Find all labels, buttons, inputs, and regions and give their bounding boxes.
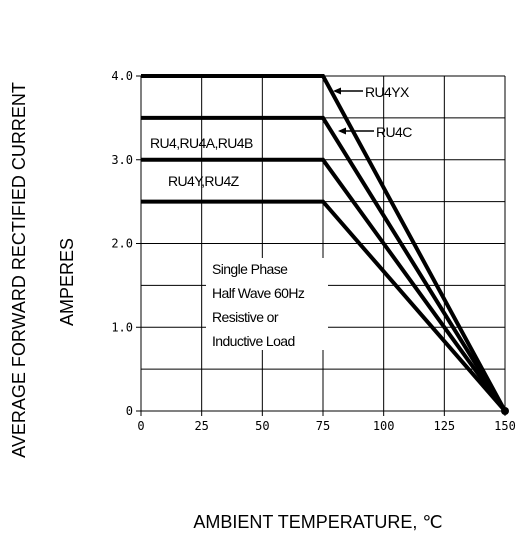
series-line-4 [141,199,507,413]
note-line-1: Single Phase [212,261,288,277]
grid [136,75,506,416]
x-tick-label: 0 [137,419,144,433]
y-tick-label: 1.0 [111,320,133,334]
leader-arrow-head [333,87,341,95]
note-line-4: Inductive Load [212,333,295,349]
series-label-ru4y-ru4z: RU4Y,RU4Z [168,173,240,189]
y-tick-label: 2.0 [111,237,133,251]
tick-labels: 0 25 50 75 100 125 150 0 1.0 2.0 3.0 4.0 [111,69,516,433]
x-tick-label: 125 [433,419,455,433]
series-label-ru4yx: RU4YX [365,84,410,100]
series-label-ru4-ru4a-ru4b: RU4,RU4A,RU4B [150,135,253,151]
y-tick-label: 0 [126,404,133,418]
y-tick-label: 4.0 [111,69,133,83]
series-label-ru4c: RU4C [376,124,412,140]
series-line-2 [141,115,507,413]
y-tick-label: 3.0 [111,153,133,167]
y-axis-label-line2: AMPERES [57,238,77,326]
series-line-3 [141,157,507,413]
convergence-point [501,407,509,415]
note-line-2: Half Wave 60Hz [212,285,305,301]
note-line-3: Resistive or [212,309,279,325]
series-lines [141,74,509,415]
x-tick-label: 25 [194,419,208,433]
x-tick-label: 50 [255,419,269,433]
series-line-1 [141,74,507,412]
x-tick-label: 150 [494,419,516,433]
x-tick-label: 75 [316,419,330,433]
x-tick-label: 100 [373,419,395,433]
note-box-background [206,258,328,350]
y-axis-label-line1: AVERAGE FORWARD RECTIFIED CURRENT [9,82,29,458]
leader-arrow-head [338,127,346,135]
x-axis-label: AMBIENT TEMPERATURE, ℃ [193,512,442,532]
leader-lines [333,87,374,135]
